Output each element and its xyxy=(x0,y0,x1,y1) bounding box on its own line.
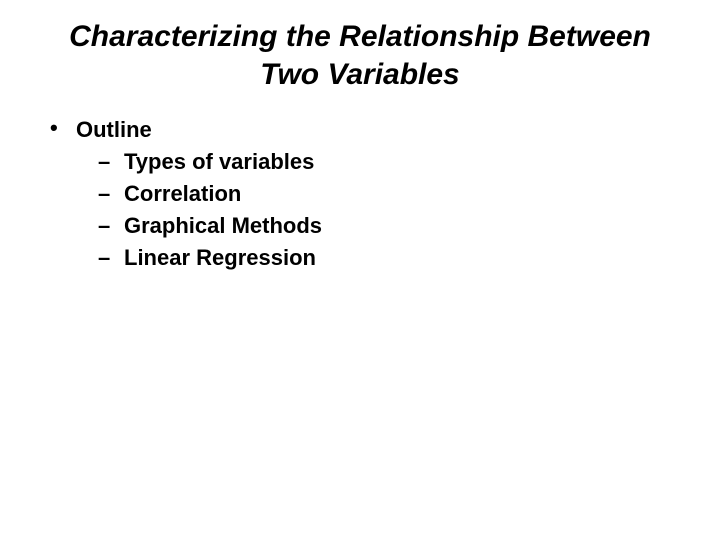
outline-label: Outline xyxy=(76,117,152,143)
dash-icon xyxy=(98,245,124,271)
dash-icon xyxy=(98,149,124,175)
dash-icon xyxy=(98,213,124,239)
list-item: Linear Regression xyxy=(98,245,720,271)
list-item-label: Types of variables xyxy=(124,149,314,175)
outline-list: Types of variables Correlation Graphical… xyxy=(50,149,720,271)
list-item-label: Linear Regression xyxy=(124,245,316,271)
list-item: Types of variables xyxy=(98,149,720,175)
slide-body: Outline Types of variables Correlation G… xyxy=(0,93,720,271)
list-item: Graphical Methods xyxy=(98,213,720,239)
list-item-label: Graphical Methods xyxy=(124,213,322,239)
slide: Characterizing the Relationship Between … xyxy=(0,0,720,540)
list-item-label: Correlation xyxy=(124,181,241,207)
list-item: Correlation xyxy=(98,181,720,207)
title-line-2: Two Variables xyxy=(260,58,460,91)
outline-heading: Outline xyxy=(50,117,720,143)
bullet-icon xyxy=(50,117,76,139)
title-line-1: Characterizing the Relationship Between xyxy=(69,20,651,53)
dash-icon xyxy=(98,181,124,207)
slide-title: Characterizing the Relationship Between … xyxy=(40,0,680,93)
